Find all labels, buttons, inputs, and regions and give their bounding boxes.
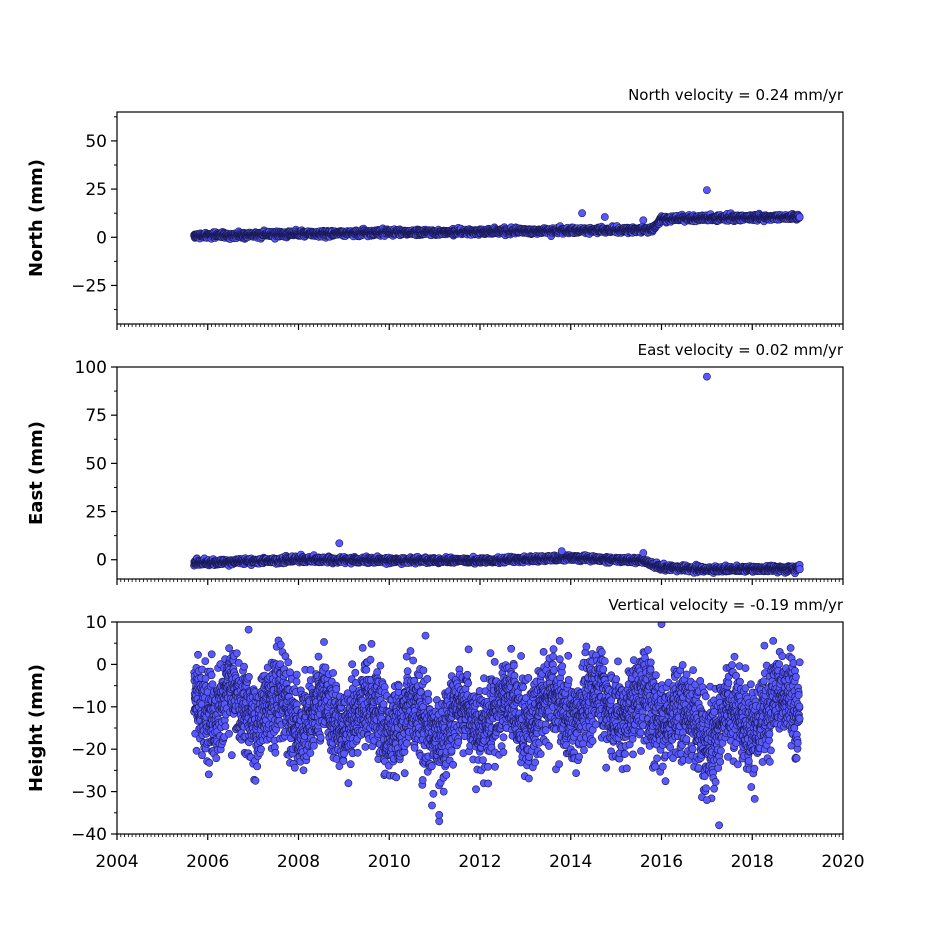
north-ylabel: North (mm)	[26, 159, 47, 277]
north-ytick-label: −25	[71, 276, 107, 296]
north-ytick-label: 0	[96, 228, 107, 248]
north-velocity-label: North velocity = 0.24 mm/yr	[628, 86, 844, 104]
data-point	[795, 213, 804, 221]
north-ytick-label: 50	[85, 132, 107, 152]
outlier-point	[639, 216, 648, 225]
panel-north: 50 25 0 −25 North (mm) North velocity = 0.24 …	[26, 86, 844, 330]
north-series	[190, 186, 804, 243]
outlier-point	[578, 209, 586, 218]
east-series	[190, 372, 804, 578]
north-ytick-label: 25	[85, 180, 107, 200]
outlier-point	[600, 213, 609, 221]
outlier-point	[703, 186, 711, 194]
